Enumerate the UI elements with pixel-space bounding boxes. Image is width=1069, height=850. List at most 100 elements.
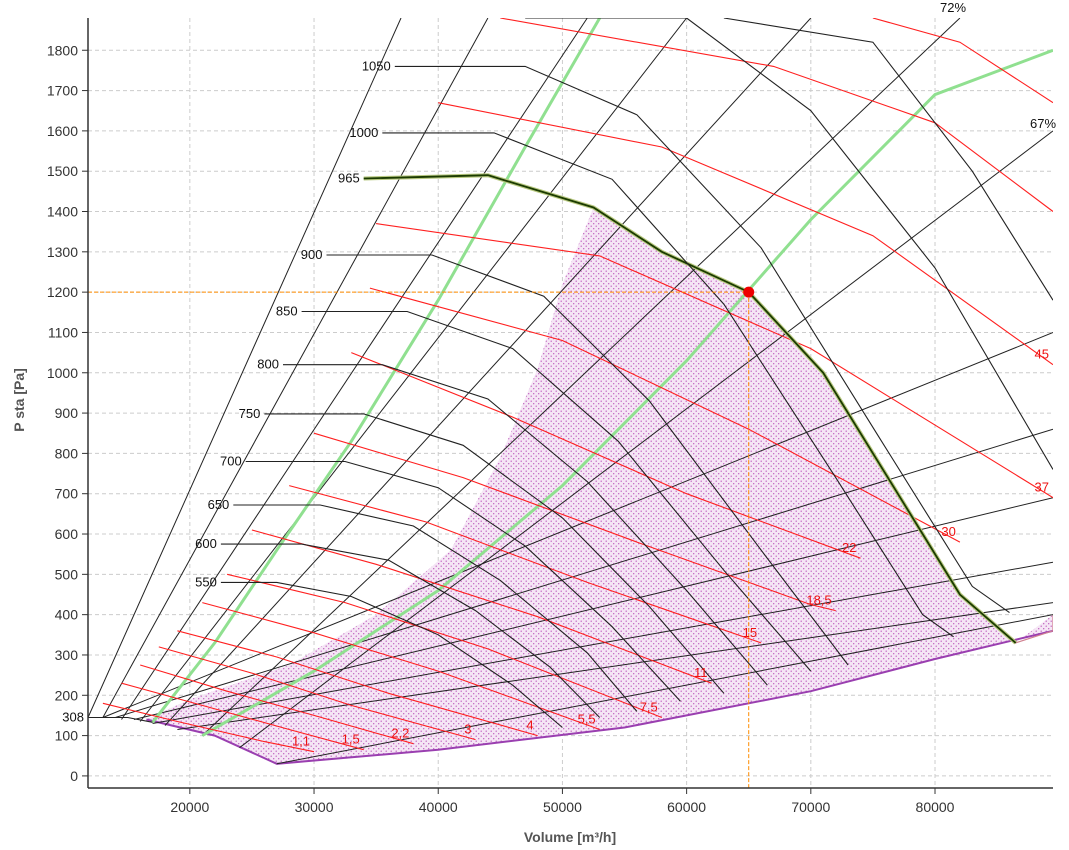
speed-curve-label: 850	[276, 303, 298, 318]
power-curve	[251, 529, 712, 684]
efficiency-label: 67%	[1030, 116, 1056, 131]
x-axis-label: Volume [m³/h]	[524, 829, 616, 845]
speed-curve	[382, 132, 954, 638]
y-tick-label: 1800	[47, 42, 78, 58]
speed-curve	[525, 18, 1053, 470]
y-tick-label: 1600	[47, 123, 78, 139]
power-curve	[313, 432, 836, 612]
power-curve-label: 4	[526, 718, 533, 733]
axes: 0 100 200 300 400 500 600 700 800 900 1000 1100 1200…	[47, 18, 1053, 815]
speed-curve-label: 550	[195, 574, 217, 589]
power-curve-label: 30	[941, 524, 955, 539]
speed-curve-label: 965	[338, 170, 360, 185]
curve-labels: 1,1 1,5 2,2 3 4 5,5 7,5 11 15 18,5 22 30 37 45 308 550 6…	[62, 0, 1056, 749]
speed-curve	[363, 174, 1017, 644]
y-tick-label: 100	[55, 728, 79, 744]
y-tick-label: 1200	[47, 284, 78, 300]
y-tick-label: 200	[55, 687, 79, 703]
speed-curve	[233, 504, 638, 712]
power-curve	[177, 630, 538, 737]
efficiency-ray	[177, 602, 1053, 730]
y-tick-label: 300	[55, 647, 79, 663]
y-tick-label: 1100	[48, 324, 78, 340]
power-curve-label: 7,5	[640, 699, 658, 714]
speed-curve	[245, 460, 681, 702]
y-tick-label: 500	[55, 566, 79, 582]
chart-series	[88, 18, 1053, 788]
y-tick-label: 1000	[47, 365, 78, 381]
power-curve-label: 18,5	[806, 593, 831, 608]
efficiency-line	[201, 18, 961, 736]
power-curve	[140, 664, 414, 745]
power-curve-label: 3	[464, 722, 471, 737]
power-curve	[376, 223, 1053, 499]
power-curve-label: 15	[743, 625, 757, 640]
x-tick-label: 40000	[419, 799, 458, 815]
efficiency-line	[121, 18, 588, 720]
power-curve	[202, 602, 600, 731]
efficiency-ray	[133, 497, 1053, 720]
speed-curve	[264, 413, 725, 694]
operating-point-marker[interactable]	[743, 286, 755, 298]
y-tick-label: 1700	[47, 83, 78, 99]
power-curve	[369, 287, 961, 543]
x-tick-label: 70000	[791, 799, 830, 815]
speed-curve	[220, 543, 601, 718]
efficiency-ray	[276, 614, 1053, 765]
power-curve	[438, 102, 1053, 366]
speed-curve-label: 700	[220, 453, 242, 468]
x-tick-label: 30000	[295, 799, 334, 815]
y-tick-label: 0	[70, 768, 78, 784]
speed-curve	[394, 65, 1010, 614]
speed-curve	[283, 364, 768, 686]
speed-curve-label: 1050	[362, 58, 391, 73]
y-axis-label: P sta [Pa]	[11, 368, 27, 432]
power-curve-label: 5,5	[578, 712, 596, 727]
efficiency-label: 72%	[940, 0, 966, 15]
speed-curve	[301, 310, 812, 672]
speed-curve	[88, 716, 153, 723]
system-curve	[151, 18, 601, 724]
y-tick-label: 1400	[47, 204, 78, 220]
x-tick-label: 60000	[667, 799, 706, 815]
power-curve	[872, 18, 1053, 104]
y-tick-label: 600	[55, 526, 79, 542]
power-curve	[121, 682, 364, 751]
power-curve	[158, 646, 476, 741]
efficiency-line	[139, 18, 687, 722]
efficiency-line	[88, 18, 402, 718]
power-curve	[289, 485, 762, 644]
x-tick-label: 80000	[916, 799, 955, 815]
speed-curve-label: 800	[257, 357, 279, 372]
y-tick-label: 700	[55, 486, 79, 502]
speed-curve	[326, 254, 849, 666]
y-tick-label: 1300	[47, 244, 78, 260]
speed-curve	[723, 18, 1053, 301]
speed-curve-label: 1000	[349, 125, 378, 140]
power-curve-label: 37	[1035, 480, 1049, 495]
power-curve-label: 1,1	[292, 734, 310, 749]
y-tick-label: 400	[55, 607, 79, 623]
efficiency-line	[164, 18, 812, 726]
power-curve	[102, 702, 315, 753]
power-curve-label: 1,5	[342, 732, 360, 747]
power-curve-label: 11	[694, 665, 708, 680]
x-tick-label: 50000	[543, 799, 582, 815]
efficiency-line	[102, 18, 489, 718]
speed-curve-label: 308	[62, 709, 84, 724]
speed-curve-label: 600	[195, 536, 217, 551]
power-curve-label: 45	[1035, 347, 1049, 362]
y-tick-label: 1500	[47, 163, 78, 179]
power-curve-label: 2,2	[391, 726, 409, 741]
efficiency-ray	[152, 561, 1053, 724]
min-pressure-boundary	[146, 629, 1053, 765]
speed-curve	[220, 581, 563, 728]
y-tick-label: 900	[55, 405, 79, 421]
power-curve	[351, 352, 861, 559]
operating-region-dots	[146, 207, 1053, 764]
x-tick-label: 20000	[170, 799, 209, 815]
speed-curve-label: 750	[239, 406, 261, 421]
power-curve-label: 22	[842, 540, 856, 555]
speed-curve-label: 650	[208, 497, 230, 512]
